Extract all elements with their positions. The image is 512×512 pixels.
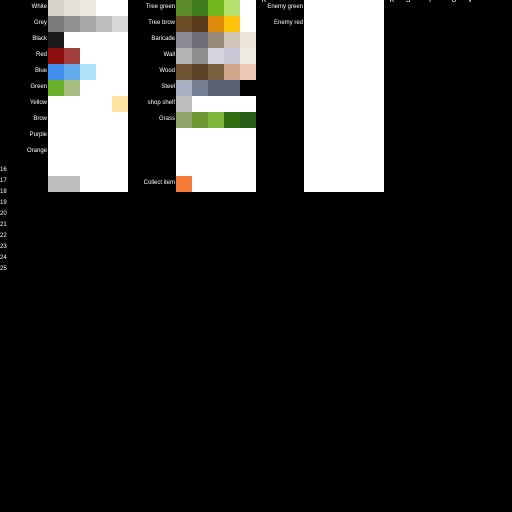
color-swatch-cell[interactable]: [192, 112, 208, 128]
color-swatch-cell[interactable]: [176, 96, 192, 112]
row-number[interactable]: 21: [0, 221, 7, 229]
color-swatch-cell[interactable]: [208, 80, 224, 96]
color-swatch-cell[interactable]: [192, 16, 208, 32]
color-swatch-cell[interactable]: [48, 0, 64, 16]
color-swatch-cell[interactable]: [80, 64, 96, 80]
color-swatch-cell[interactable]: [240, 48, 256, 64]
color-swatch-cell[interactable]: [80, 0, 96, 16]
color-swatch-cell[interactable]: [224, 80, 240, 96]
color-swatch-cell[interactable]: [80, 16, 96, 32]
color-swatch-cell[interactable]: [224, 16, 240, 32]
color-swatch-cell[interactable]: [208, 64, 224, 80]
color-swatch-cell[interactable]: [176, 64, 192, 80]
row-label: shop shelf: [115, 99, 175, 107]
column-header[interactable]: U: [446, 0, 462, 5]
color-swatch-cell[interactable]: [176, 32, 192, 48]
color-swatch-cell[interactable]: [208, 16, 224, 32]
row-number[interactable]: 24: [0, 254, 7, 262]
row-label: Wall: [115, 51, 175, 59]
color-swatch-cell[interactable]: [96, 16, 112, 32]
row-label: Tree green: [115, 3, 175, 11]
row-number[interactable]: 16: [0, 166, 7, 174]
color-swatch-cell[interactable]: [64, 64, 80, 80]
row-label: Collect item: [115, 179, 175, 187]
column-header[interactable]: R: [384, 0, 400, 5]
row-label: Steel: [115, 83, 175, 91]
row-number[interactable]: 19: [0, 199, 7, 207]
row-label: Grass: [115, 115, 175, 123]
row-label: Black: [1, 35, 47, 43]
row-label: Brow: [1, 115, 47, 123]
color-swatch-cell[interactable]: [240, 32, 256, 48]
row-label: Enemy green: [243, 3, 303, 11]
color-swatch-cell[interactable]: [64, 176, 80, 192]
color-swatch-cell[interactable]: [48, 176, 64, 192]
color-swatch-cell[interactable]: [224, 112, 240, 128]
color-swatch-cell[interactable]: [240, 80, 256, 96]
color-swatch-cell[interactable]: [64, 48, 80, 64]
color-swatch-cell[interactable]: [176, 48, 192, 64]
color-swatch-cell[interactable]: [176, 80, 192, 96]
color-swatch-cell[interactable]: [240, 64, 256, 80]
color-swatch-cell[interactable]: [192, 64, 208, 80]
row-label: Wood: [115, 67, 175, 75]
color-swatch-cell[interactable]: [224, 48, 240, 64]
color-swatch-cell[interactable]: [48, 80, 64, 96]
column-header[interactable]: V: [462, 0, 478, 5]
color-swatch-cell[interactable]: [240, 112, 256, 128]
color-swatch-cell[interactable]: [224, 0, 240, 16]
row-number[interactable]: 23: [0, 243, 7, 251]
color-swatch-cell[interactable]: [48, 64, 64, 80]
color-swatch-cell[interactable]: [224, 32, 240, 48]
color-swatch-cell[interactable]: [224, 64, 240, 80]
color-swatch-cell[interactable]: [192, 48, 208, 64]
color-swatch-cell[interactable]: [176, 176, 192, 192]
color-swatch-cell[interactable]: [208, 48, 224, 64]
color-swatch-cell[interactable]: [64, 80, 80, 96]
color-swatch-cell[interactable]: [208, 112, 224, 128]
row-label: Blue: [1, 67, 47, 75]
color-swatch-cell[interactable]: [176, 0, 192, 16]
row-label: Enemy red: [243, 19, 303, 27]
column-header[interactable]: S: [400, 0, 416, 5]
row-label: White: [1, 3, 47, 11]
color-swatch-cell[interactable]: [208, 0, 224, 16]
color-swatch-cell[interactable]: [192, 32, 208, 48]
row-label: Baricade: [115, 35, 175, 43]
row-number[interactable]: 17: [0, 177, 7, 185]
row-label: Green: [1, 83, 47, 91]
row-label: Red: [1, 51, 47, 59]
color-swatch-cell[interactable]: [192, 0, 208, 16]
column-header[interactable]: T: [422, 0, 438, 5]
color-swatch-cell[interactable]: [48, 48, 64, 64]
color-swatch-cell[interactable]: [64, 0, 80, 16]
row-label: Grey: [1, 19, 47, 27]
color-swatch-cell[interactable]: [48, 32, 64, 48]
row-number[interactable]: 22: [0, 232, 7, 240]
color-swatch-cell[interactable]: [192, 80, 208, 96]
row-number[interactable]: 18: [0, 188, 7, 196]
row-label: Purple: [1, 131, 47, 139]
color-swatch-cell[interactable]: [176, 112, 192, 128]
row-label: Yellow: [1, 99, 47, 107]
color-swatch-cell[interactable]: [208, 32, 224, 48]
palette-right-grid: [304, 0, 384, 192]
row-number[interactable]: 20: [0, 210, 7, 218]
row-label: Tree brow: [115, 19, 175, 27]
color-swatch-cell[interactable]: [48, 16, 64, 32]
color-swatch-cell[interactable]: [64, 16, 80, 32]
color-swatch-cell[interactable]: [176, 16, 192, 32]
row-label: Orange: [1, 147, 47, 155]
row-number[interactable]: 25: [0, 265, 7, 273]
